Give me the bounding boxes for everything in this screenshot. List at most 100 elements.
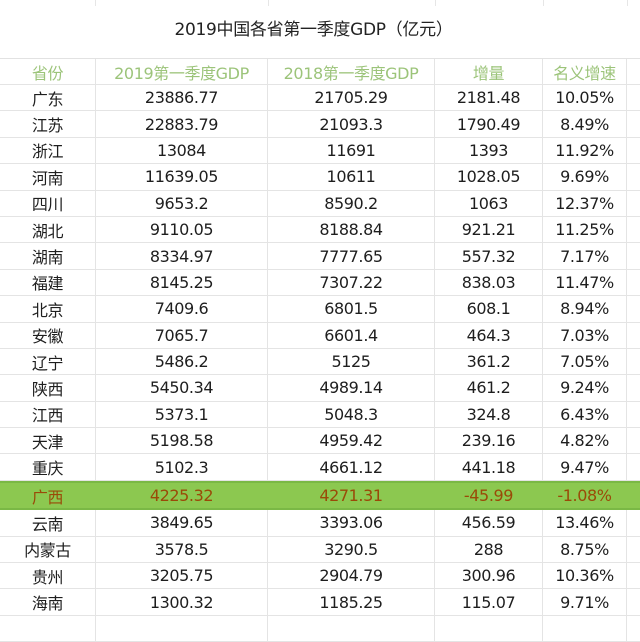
province-cell[interactable]: 重庆 bbox=[0, 454, 96, 480]
gdp-2018-cell[interactable]: 10611 bbox=[268, 164, 435, 190]
growth-cell[interactable]: -1.08% bbox=[543, 482, 627, 509]
header-gdp-2018[interactable]: 2018第一季度GDP bbox=[268, 59, 435, 84]
increase-cell[interactable]: 1063 bbox=[435, 190, 543, 216]
growth-cell[interactable]: 6.43% bbox=[543, 401, 627, 428]
gdp-2018-cell[interactable]: 4661.12 bbox=[268, 454, 435, 480]
increase-cell[interactable]: 1393 bbox=[435, 137, 543, 164]
province-cell[interactable]: 安徽 bbox=[0, 322, 96, 348]
empty-cell[interactable] bbox=[268, 615, 435, 642]
empty-cell[interactable] bbox=[627, 270, 640, 295]
growth-cell[interactable]: 4.82% bbox=[543, 428, 627, 454]
increase-cell[interactable]: 324.8 bbox=[435, 401, 543, 428]
gdp-2019-cell[interactable]: 7409.6 bbox=[96, 296, 268, 322]
gdp-2018-cell[interactable]: 4989.14 bbox=[268, 375, 435, 401]
gdp-2019-cell[interactable]: 3205.75 bbox=[96, 563, 268, 589]
province-cell[interactable]: 内蒙古 bbox=[0, 536, 96, 563]
gdp-2019-cell[interactable]: 5373.1 bbox=[96, 401, 268, 428]
gdp-2018-cell[interactable]: 21705.29 bbox=[268, 85, 435, 111]
empty-cell[interactable] bbox=[627, 349, 640, 374]
province-cell[interactable]: 海南 bbox=[0, 589, 96, 615]
increase-cell[interactable]: 1790.49 bbox=[435, 111, 543, 137]
header-growth[interactable]: 名义增速 bbox=[543, 59, 627, 84]
gdp-2019-cell[interactable]: 5486.2 bbox=[96, 348, 268, 375]
gdp-2018-cell[interactable]: 4959.42 bbox=[268, 428, 435, 454]
increase-cell[interactable]: 921.21 bbox=[435, 216, 543, 243]
header-province[interactable]: 省份 bbox=[0, 59, 96, 84]
gdp-2019-cell[interactable]: 5198.58 bbox=[96, 428, 268, 454]
increase-cell[interactable]: 300.96 bbox=[435, 563, 543, 589]
province-cell[interactable]: 江苏 bbox=[0, 111, 96, 137]
empty-cell[interactable] bbox=[627, 111, 640, 136]
province-cell[interactable]: 天津 bbox=[0, 428, 96, 454]
growth-cell[interactable]: 8.94% bbox=[543, 296, 627, 322]
empty-cell[interactable] bbox=[96, 615, 268, 642]
increase-cell[interactable]: 361.2 bbox=[435, 348, 543, 375]
empty-cell[interactable] bbox=[627, 296, 640, 321]
empty-cell[interactable] bbox=[627, 138, 640, 163]
province-cell[interactable]: 广西 bbox=[0, 482, 96, 509]
growth-cell[interactable]: 7.17% bbox=[543, 243, 627, 269]
gdp-2019-cell[interactable]: 1300.32 bbox=[96, 589, 268, 615]
increase-cell[interactable]: 838.03 bbox=[435, 269, 543, 296]
increase-cell[interactable]: 557.32 bbox=[435, 243, 543, 269]
province-cell[interactable]: 广东 bbox=[0, 85, 96, 111]
empty-cell[interactable] bbox=[627, 323, 640, 348]
gdp-2019-cell[interactable]: 11639.05 bbox=[96, 164, 268, 190]
gdp-2019-cell[interactable]: 7065.7 bbox=[96, 322, 268, 348]
empty-cell[interactable] bbox=[627, 402, 640, 427]
increase-cell[interactable]: -45.99 bbox=[435, 482, 543, 509]
gdp-2018-cell[interactable]: 6801.5 bbox=[268, 296, 435, 322]
empty-cell[interactable] bbox=[627, 510, 640, 535]
gdp-2018-cell[interactable]: 5125 bbox=[268, 348, 435, 375]
increase-cell[interactable]: 2181.48 bbox=[435, 85, 543, 111]
increase-cell[interactable]: 288 bbox=[435, 536, 543, 563]
gdp-2019-cell[interactable]: 5102.3 bbox=[96, 454, 268, 480]
gdp-2018-cell[interactable]: 6601.4 bbox=[268, 322, 435, 348]
gdp-2019-cell[interactable]: 5450.34 bbox=[96, 375, 268, 401]
empty-cell[interactable] bbox=[627, 589, 640, 614]
growth-cell[interactable]: 10.05% bbox=[543, 85, 627, 111]
growth-cell[interactable]: 10.36% bbox=[543, 563, 627, 589]
empty-cell[interactable] bbox=[627, 85, 640, 110]
empty-cell[interactable] bbox=[627, 164, 640, 189]
province-cell[interactable]: 辽宁 bbox=[0, 348, 96, 375]
growth-cell[interactable]: 9.69% bbox=[543, 164, 627, 190]
increase-cell[interactable]: 1028.05 bbox=[435, 164, 543, 190]
growth-cell[interactable]: 8.75% bbox=[543, 536, 627, 563]
growth-cell[interactable]: 7.03% bbox=[543, 322, 627, 348]
gdp-2018-cell[interactable]: 21093.3 bbox=[268, 111, 435, 137]
gdp-2019-cell[interactable]: 23886.77 bbox=[96, 85, 268, 111]
province-cell[interactable]: 福建 bbox=[0, 269, 96, 296]
province-cell[interactable]: 云南 bbox=[0, 510, 96, 536]
province-cell[interactable]: 北京 bbox=[0, 296, 96, 322]
gdp-2019-cell[interactable]: 8145.25 bbox=[96, 269, 268, 296]
empty-cell[interactable] bbox=[627, 616, 640, 641]
increase-cell[interactable]: 464.3 bbox=[435, 322, 543, 348]
growth-cell[interactable]: 11.92% bbox=[543, 137, 627, 164]
empty-cell[interactable] bbox=[627, 375, 640, 400]
empty-cell[interactable] bbox=[627, 454, 640, 479]
empty-cell[interactable] bbox=[435, 615, 543, 642]
gdp-2019-cell[interactable]: 8334.97 bbox=[96, 243, 268, 269]
increase-cell[interactable]: 115.07 bbox=[435, 589, 543, 615]
header-gdp-2019[interactable]: 2019第一季度GDP bbox=[96, 59, 268, 84]
increase-cell[interactable]: 461.2 bbox=[435, 375, 543, 401]
gdp-2018-cell[interactable]: 8188.84 bbox=[268, 216, 435, 243]
province-cell[interactable]: 四川 bbox=[0, 190, 96, 216]
gdp-2018-cell[interactable]: 5048.3 bbox=[268, 401, 435, 428]
gdp-2019-cell[interactable]: 9653.2 bbox=[96, 190, 268, 216]
gdp-2018-cell[interactable]: 2904.79 bbox=[268, 563, 435, 589]
growth-cell[interactable]: 9.71% bbox=[543, 589, 627, 615]
header-increase[interactable]: 增量 bbox=[435, 59, 543, 84]
increase-cell[interactable]: 608.1 bbox=[435, 296, 543, 322]
empty-cell[interactable] bbox=[627, 483, 640, 508]
growth-cell[interactable]: 8.49% bbox=[543, 111, 627, 137]
gdp-2018-cell[interactable]: 11691 bbox=[268, 137, 435, 164]
empty-cell[interactable] bbox=[543, 615, 627, 642]
increase-cell[interactable]: 456.59 bbox=[435, 510, 543, 536]
increase-cell[interactable]: 441.18 bbox=[435, 454, 543, 480]
gdp-2018-cell[interactable]: 7777.65 bbox=[268, 243, 435, 269]
province-cell[interactable]: 浙江 bbox=[0, 137, 96, 164]
gdp-2018-cell[interactable]: 8590.2 bbox=[268, 190, 435, 216]
growth-cell[interactable]: 9.24% bbox=[543, 375, 627, 401]
